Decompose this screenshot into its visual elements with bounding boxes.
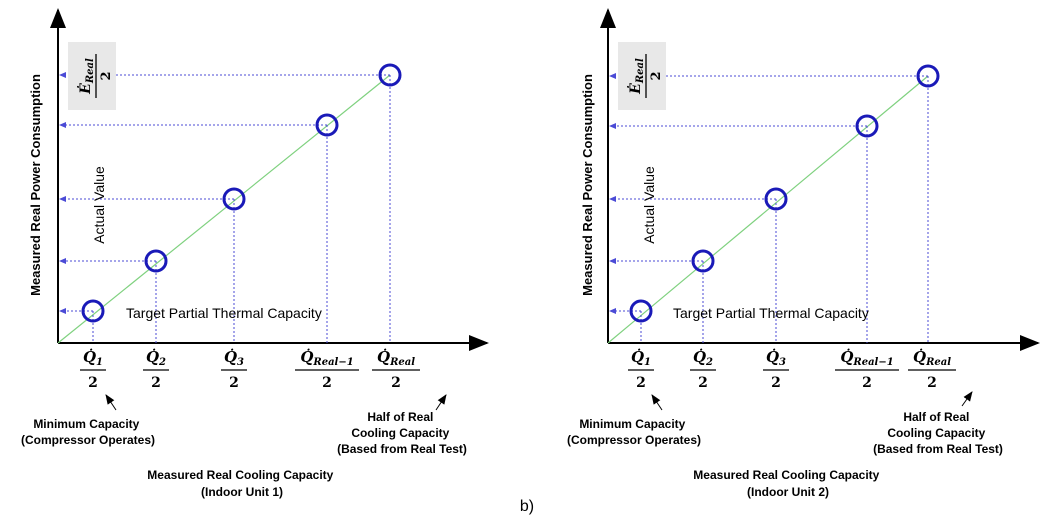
ymax-label: ĖReal 2: [618, 42, 666, 110]
svg-text:Q̇2: Q̇2: [693, 348, 713, 368]
y-axis-label: Measured Real Power Consumption: [580, 74, 595, 296]
x-axis-label: Measured Real Cooling Capacity (Indoor U…: [693, 468, 882, 499]
tick-qreal-1: Q̇Real−1 2: [835, 348, 899, 391]
panel-right: Measured Real Power Consumption: [567, 8, 1040, 499]
svg-text:Q̇1: Q̇1: [631, 348, 651, 368]
trend-line: [57, 74, 391, 344]
x-tick-labels: Q̇1 2 Q̇2 2 Q̇3 2 Q̇Real−1 2 Q̇Real: [628, 348, 956, 391]
svg-text:2: 2: [862, 375, 872, 391]
tick-q3: Q̇3 2: [763, 348, 789, 391]
svg-text:Q̇2: Q̇2: [146, 348, 166, 368]
svg-text:2: 2: [229, 375, 239, 391]
marker-2: [144, 249, 168, 273]
annotation-min: Minimum Capacity (Compressor Operates): [21, 417, 155, 447]
marker-1: [629, 299, 653, 323]
svg-text:Q̇3: Q̇3: [224, 348, 244, 368]
tick-q3: Q̇3 2: [221, 348, 247, 391]
marker-2: [691, 249, 715, 273]
marker-5: [916, 64, 940, 88]
vertical-guides: [92, 75, 391, 343]
svg-text:2: 2: [151, 375, 161, 391]
tick-q1: Q̇1 2: [628, 348, 654, 391]
marker-3: [222, 187, 246, 211]
arrow-half: [435, 394, 447, 411]
marker-1: [81, 299, 105, 323]
actual-value-label: Actual Value: [641, 166, 657, 244]
svg-text:Q̇Real: Q̇Real: [913, 348, 951, 368]
vertical-guides: [640, 76, 929, 343]
data-markers: [81, 63, 402, 323]
y-axis-label: Measured Real Power Consumption: [28, 74, 43, 296]
arrow-half: [961, 391, 973, 407]
x-tick-labels: Q̇1 2 Q̇2 2 Q̇3 2 Q̇Real−1 2 Q̇Real: [80, 348, 420, 391]
arrow-min: [651, 394, 663, 411]
ymax-label: ĖReal 2: [68, 42, 116, 110]
svg-text:Q̇Real−1: Q̇Real−1: [300, 348, 353, 368]
svg-text:2: 2: [88, 375, 98, 391]
arrow-min: [105, 394, 117, 411]
x-axis-label: Measured Real Cooling Capacity (Indoor U…: [147, 468, 336, 499]
target-label: Target Partial Thermal Capacity: [673, 305, 869, 321]
svg-text:2: 2: [391, 375, 401, 391]
actual-value-label: Actual Value: [91, 166, 107, 244]
data-markers: [629, 64, 940, 323]
svg-text:2: 2: [322, 375, 332, 391]
tick-q2: Q̇2 2: [143, 348, 169, 391]
tick-qreal: Q̇Real 2: [908, 348, 956, 391]
marker-4: [855, 114, 879, 138]
svg-text:2: 2: [771, 375, 781, 391]
svg-text:2: 2: [698, 375, 708, 391]
panel-left: Measured Real Power Consumption: [21, 8, 489, 499]
marker-4: [315, 113, 339, 137]
svg-text:Q̇Real−1: Q̇Real−1: [840, 348, 893, 368]
annotation-half: Half of Real Cooling Capacity (Based fro…: [337, 410, 467, 456]
marker-3: [764, 187, 788, 211]
figure-caption: b): [520, 498, 534, 515]
svg-text:2: 2: [636, 375, 646, 391]
annotation-half: Half of Real Cooling Capacity (Based fro…: [873, 410, 1003, 456]
tick-qreal: Q̇Real 2: [372, 348, 420, 391]
horizontal-guides: [59, 72, 390, 314]
svg-text:Q̇1: Q̇1: [83, 348, 103, 368]
svg-text:ĖReal: ĖReal: [75, 58, 96, 95]
tick-qreal-1: Q̇Real−1 2: [295, 348, 359, 391]
svg-text:2: 2: [927, 375, 937, 391]
svg-text:Q̇3: Q̇3: [766, 348, 786, 368]
tick-q1: Q̇1 2: [80, 348, 106, 391]
svg-text:Q̇Real: Q̇Real: [377, 348, 415, 368]
marker-5: [378, 63, 402, 87]
svg-text:2: 2: [99, 71, 114, 80]
target-label: Target Partial Thermal Capacity: [126, 305, 322, 321]
svg-text:ĖReal: ĖReal: [625, 58, 646, 95]
annotation-min: Minimum Capacity (Compressor Operates): [567, 417, 701, 447]
svg-text:2: 2: [649, 71, 664, 80]
tick-q2: Q̇2 2: [690, 348, 716, 391]
